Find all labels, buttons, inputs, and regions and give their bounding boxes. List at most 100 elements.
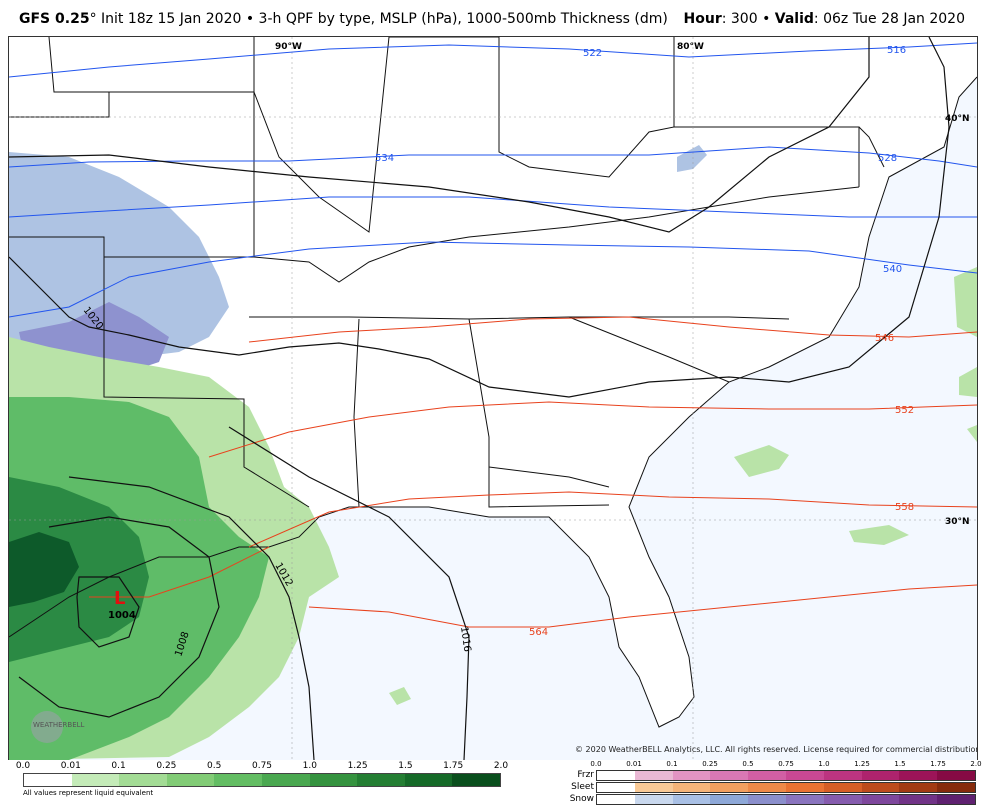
ptype-tick-label: 0.25: [702, 760, 718, 768]
isobar-contours: [9, 37, 950, 760]
coastline: [9, 76, 977, 728]
low-center-symbol: L: [114, 588, 125, 609]
legend-note: All values represent liquid equivalent: [23, 789, 154, 797]
thickness-label-522: 522: [583, 48, 602, 59]
rain-tick-label: 0.1: [111, 761, 126, 771]
ptype-color-swatch: [899, 783, 938, 792]
ptype-color-swatch: [634, 795, 673, 804]
thickness-label-546: 546: [875, 333, 894, 344]
header-description: Init 18z 15 Jan 2020 • 3-h QPF by type, …: [101, 11, 668, 27]
ptype-tick-label: 1.5: [894, 760, 906, 768]
lon-label-80w: 80°W: [677, 42, 704, 52]
map-canvas: 90°W 80°W 40°N 30°N L 1004 1020 1016 101…: [9, 37, 977, 760]
rain-tick-label: 0.0: [15, 761, 31, 771]
rain-extreme-area: [9, 532, 79, 607]
rain-tick-label: 1.0: [302, 761, 317, 771]
copyright-notice: © 2020 WeatherBELL Analytics, LLC. All r…: [575, 745, 978, 754]
hour-label: Hour: [683, 11, 722, 27]
rain-tick-label: 1.5: [398, 761, 413, 771]
ptype-color-swatch: [937, 795, 975, 804]
ptype-tick-label: 1.0: [818, 760, 830, 768]
weatherbell-logo: WEATHERBELL: [31, 711, 85, 743]
ptype-color-swatch: [748, 771, 786, 780]
land-mass: [9, 37, 977, 727]
ptype-color-swatch: [861, 795, 900, 804]
ptype-color-swatch: [937, 783, 975, 792]
thickness-label-516: 516: [887, 45, 906, 56]
weather-map[interactable]: 90°W 80°W 40°N 30°N L 1004 1020 1016 101…: [8, 36, 978, 760]
thickness-label-552: 552: [895, 405, 914, 416]
thickness-label-540: 540: [883, 264, 902, 275]
ptype-color-swatch: [785, 795, 824, 804]
rain-tick-label: 1.75: [443, 761, 464, 771]
ptype-tick-label: 0.75: [778, 760, 794, 768]
ptype-scale-ticks: 0.0 0.01 0.1 0.25 0.5 0.75 1.0 1.25 1.5 1.75 2.0: [590, 759, 981, 769]
header-valid: Hour: 300 • Valid: 06z Tue 28 Jan 2020: [684, 11, 965, 27]
rain-tick-label: 1.25: [347, 761, 368, 771]
header-title: GFS 0.25° Init 18z 15 Jan 2020 • 3-h QPF…: [19, 11, 668, 27]
ptype-tick-label: 0.1: [666, 760, 678, 768]
lat-label-40n: 40°N: [945, 114, 970, 124]
rain-color-swatch: [404, 774, 453, 786]
rain-tick-label: 2.0: [493, 761, 509, 771]
rain-tick-label: 0.5: [207, 761, 222, 771]
rain-light-area-gulf: [389, 687, 411, 705]
legend: 0.0 0.01 0.1 0.25 0.5 0.75 1.0 1.25 1.5 1.75 2.0 A…: [8, 759, 982, 808]
ptype-color-swatch: [597, 771, 635, 780]
ptype-color-swatch: [672, 795, 711, 804]
ptype-color-swatch: [937, 771, 975, 780]
rain-color-swatch: [309, 774, 358, 786]
header: GFS 0.25° Init 18z 15 Jan 2020 • 3-h QPF…: [0, 0, 984, 36]
isobar-label-1016: 1016: [458, 626, 472, 653]
rain-tick-label: 0.25: [156, 761, 177, 771]
ptype-label: Frzr: [577, 770, 594, 780]
rain-heavy-area: [9, 477, 149, 662]
lon-label-90w: 90°W: [275, 42, 302, 52]
ptype-color-swatch: [823, 795, 862, 804]
ptype-color-swatch: [823, 783, 862, 792]
ptype-row-snow: Snow: [556, 794, 976, 806]
watermark-text: WEATHERBELL: [33, 721, 85, 729]
ptype-color-swatch: [785, 783, 824, 792]
ptype-row-frzr: Frzr: [556, 770, 976, 782]
rain-color-swatch: [261, 774, 310, 786]
ptype-color-swatch: [861, 771, 900, 780]
rain-tick-label: 0.75: [251, 761, 273, 771]
rain-color-swatch: [119, 774, 167, 786]
ptype-color-swatch: [597, 783, 635, 792]
rain-tick-label: 0.01: [60, 761, 81, 771]
valid-value: : 06z Tue 28 Jan 2020: [813, 11, 965, 27]
low-center-pressure: 1004: [108, 610, 136, 621]
ptype-color-swatch: [748, 795, 786, 804]
ptype-color-bar: [596, 770, 976, 781]
ptype-tick-label: 0.0: [590, 760, 602, 768]
ptype-color-swatch: [710, 795, 749, 804]
ptype-row-sleet: Sleet: [556, 782, 976, 794]
rain-color-bar: [23, 773, 501, 787]
ptype-tick-label: 1.75: [930, 760, 946, 768]
ptype-color-swatch: [710, 783, 749, 792]
hour-value: : 300 •: [721, 11, 775, 27]
ptype-color-swatch: [634, 771, 673, 780]
state-borders: [9, 37, 885, 508]
rain-color-swatch: [24, 774, 72, 786]
ptype-color-swatch: [785, 771, 824, 780]
snow-area: [9, 152, 229, 357]
ptype-color-swatch: [899, 771, 938, 780]
rain-color-swatch: [71, 774, 120, 786]
thickness-blue-contours: [9, 42, 977, 318]
ptype-color-swatch: [672, 783, 711, 792]
ptype-tick-label: 0.01: [626, 760, 642, 768]
ptype-color-swatch: [748, 783, 786, 792]
ptype-color-swatch: [899, 795, 938, 804]
ptype-tick-label: 2.0: [970, 760, 982, 768]
rain-color-swatch: [214, 774, 262, 786]
ptype-color-swatch: [634, 783, 673, 792]
thickness-label-558: 558: [895, 502, 914, 513]
thickness-label-534: 534: [375, 153, 394, 164]
grid-lines: [9, 37, 977, 760]
ptype-color-swatch: [823, 771, 862, 780]
ptype-color-bar: [596, 782, 976, 793]
rain-scale-ticks: 0.0 0.01 0.1 0.25 0.5 0.75 1.0 1.25 1.5 1.75 2.0: [16, 759, 508, 773]
ptype-tick-label: 1.25: [854, 760, 870, 768]
